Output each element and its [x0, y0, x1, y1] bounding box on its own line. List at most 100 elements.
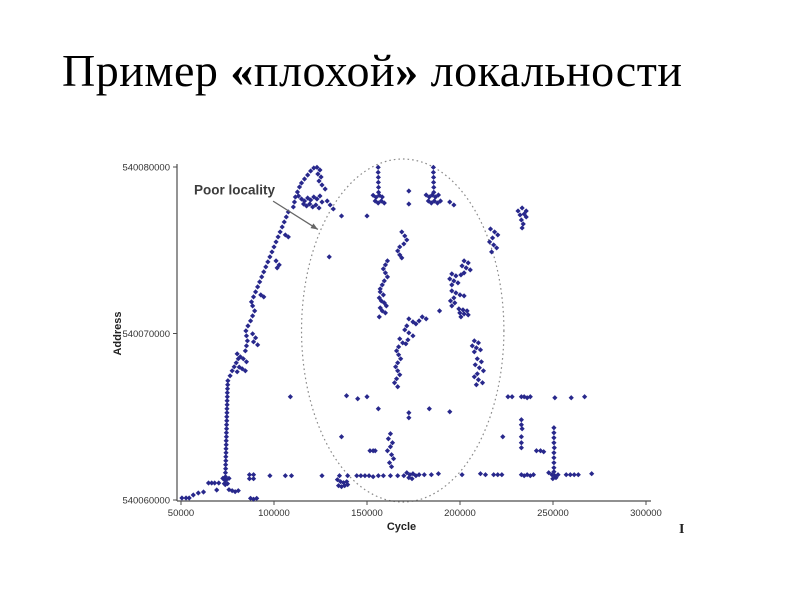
scatter-point	[224, 406, 230, 412]
scatter-point	[379, 194, 385, 200]
scatter-point	[471, 374, 477, 380]
title-text-suffix: локальности	[418, 45, 683, 96]
scatter-point	[384, 448, 391, 454]
scatter-point	[314, 164, 320, 170]
scatter-point	[326, 254, 332, 260]
scatter-point	[281, 219, 287, 225]
poor-locality-label: Poor locality	[194, 182, 276, 197]
scatter-point	[453, 273, 459, 279]
scatter-point	[243, 328, 249, 334]
scatter-point	[364, 394, 370, 400]
scatter-point	[224, 394, 230, 400]
scatter-point	[465, 260, 471, 266]
scatter-point	[375, 473, 381, 479]
scatter-point	[378, 298, 384, 304]
scatter-point	[236, 364, 242, 370]
address-vs-cycle-chart: 50000 100000 150000 200000 250000 300000 54006…	[95, 130, 735, 560]
scatter-point	[553, 475, 559, 481]
scatter-point	[430, 169, 437, 175]
scatter-point	[523, 208, 529, 214]
scatter-point	[518, 440, 524, 446]
scatter-point	[200, 489, 207, 495]
scatter-point	[551, 440, 557, 446]
scatter-point	[479, 380, 486, 386]
scatter-point	[240, 356, 246, 362]
scatter-point	[205, 480, 212, 486]
scatter-point	[324, 198, 330, 204]
scatter-point	[473, 382, 479, 388]
scatter-point	[221, 481, 227, 487]
scatter-point	[372, 448, 378, 454]
scatter-point	[250, 339, 257, 345]
scatter-point	[294, 189, 301, 195]
scatter-point	[437, 198, 444, 204]
scatter-point	[482, 472, 489, 478]
scatter-point	[223, 446, 229, 452]
scatter-point	[456, 306, 462, 312]
scatter-point	[461, 258, 467, 264]
scatter-point	[521, 473, 527, 479]
scatter-point	[223, 454, 229, 460]
scatter-point	[273, 239, 279, 245]
scatter-point	[475, 377, 482, 383]
scatter-point	[404, 470, 410, 476]
scatter-point	[489, 249, 495, 255]
scatter-point	[224, 410, 230, 416]
scatter-point	[250, 331, 256, 337]
scatter-point	[375, 164, 381, 170]
scatter-point	[515, 208, 521, 214]
scatter-point	[387, 473, 394, 479]
scatter-point	[342, 483, 348, 489]
scatter-point	[261, 269, 267, 275]
scatter-point	[362, 473, 368, 479]
scatter-point	[520, 221, 526, 227]
scatter-point	[457, 292, 463, 298]
scatter-point	[388, 452, 395, 458]
scatter-point	[250, 472, 257, 478]
scatter-point	[252, 289, 259, 295]
scatter-point	[301, 176, 308, 182]
scatter-point	[416, 472, 422, 478]
scatter-point	[224, 418, 230, 424]
x-axis-title: Cycle	[387, 521, 416, 533]
scatter-point	[451, 202, 457, 208]
scatter-point	[387, 444, 394, 450]
scatter-point	[224, 398, 230, 404]
scatter-point	[393, 364, 399, 370]
scatter-point	[380, 266, 386, 272]
scatter-point	[338, 213, 345, 219]
scatter-chart-svg: 50000 100000 150000 200000 250000 300000 54006…	[112, 158, 662, 533]
scatter-point	[277, 229, 283, 235]
scatter-point	[246, 472, 253, 478]
scatter-point	[377, 289, 383, 295]
scatter-point	[261, 294, 267, 300]
scatter-point	[263, 264, 269, 270]
scatter-point	[518, 417, 524, 423]
scatter-point	[451, 278, 457, 284]
scatter-point	[224, 386, 231, 392]
scatter-point	[527, 394, 533, 400]
scatter-point	[243, 359, 250, 365]
scatter-point	[391, 380, 398, 386]
scatter-point	[338, 434, 345, 440]
scatter-point	[317, 167, 323, 173]
scatter-point	[518, 217, 524, 223]
scatter-point	[476, 365, 482, 371]
scatter-point	[229, 488, 235, 494]
scatter-point	[305, 172, 311, 178]
scatter-point	[431, 184, 437, 190]
scatter-point	[223, 450, 229, 456]
scatter-point	[509, 394, 515, 400]
scatter-point	[327, 202, 333, 208]
scatter-point	[434, 200, 441, 206]
scatter-point	[589, 471, 595, 477]
scatter-point	[406, 316, 412, 322]
y-tick-label: 540070000	[122, 329, 170, 340]
scatter-point	[366, 473, 372, 479]
scatter-point	[223, 434, 229, 440]
scatter-point	[388, 464, 395, 470]
scatter-point	[406, 188, 412, 194]
scatter-point	[382, 310, 389, 316]
scatter-point	[406, 410, 412, 416]
scatter-point	[216, 480, 222, 486]
